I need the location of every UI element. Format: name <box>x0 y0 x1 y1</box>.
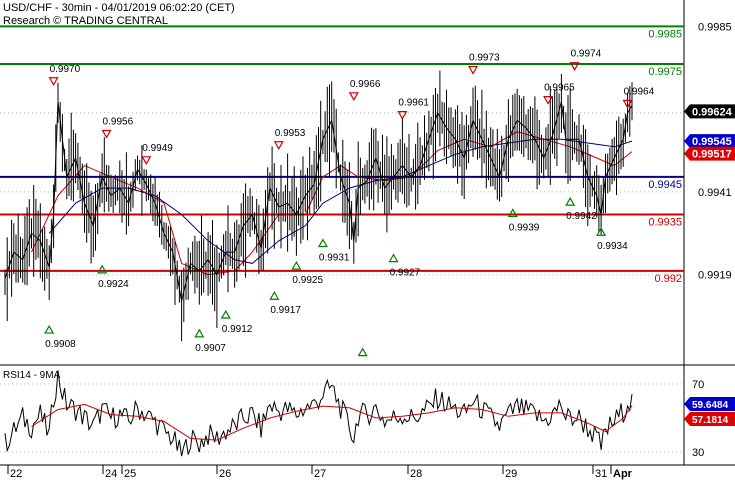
low-marker <box>44 324 55 334</box>
rsi-ma-line <box>31 403 633 441</box>
low-marker <box>291 260 302 270</box>
rsi-tag-bg <box>684 397 735 411</box>
low-marker <box>317 238 328 248</box>
level-label: 0.9985 <box>648 28 682 40</box>
high-label: 0.9949 <box>142 143 173 154</box>
level-label: 0.9935 <box>648 216 682 228</box>
price-tag-label: 0.99517 <box>692 149 732 161</box>
chart-source: Research © TRADING CENTRAL <box>3 15 168 27</box>
xaxis-layer: 22 24 25 26 27 28 29 31 Apr <box>7 465 633 480</box>
low-marker <box>596 227 607 236</box>
low-label: 0.9931 <box>319 253 350 264</box>
high-label: 0.9966 <box>350 79 381 90</box>
rsi-tag-bg <box>684 412 735 426</box>
price-axis-label: 0.9919 <box>698 270 732 282</box>
price-axis-label: 0.9985 <box>698 21 732 33</box>
x-tick-label: 22 <box>10 468 22 480</box>
low-label: 0.9917 <box>270 305 301 316</box>
high-label: 0.9973 <box>469 52 500 63</box>
high-label: 0.9965 <box>544 83 575 94</box>
level-label: 0.992 <box>654 273 682 285</box>
price-layer <box>4 70 633 342</box>
level-label: 0.9975 <box>648 66 682 78</box>
x-tick-label: 24 <box>105 468 117 480</box>
low-label: 0.9927 <box>390 268 421 279</box>
x-tick-label: 31 <box>595 468 607 480</box>
x-tick-label: Apr <box>613 468 633 480</box>
high-label: 0.9953 <box>275 128 306 139</box>
low-label: 0.9934 <box>597 241 628 252</box>
low-label: 0.9942 <box>566 211 597 222</box>
price-tag-bg <box>684 104 735 119</box>
price-tag-label: 0.99545 <box>692 136 732 148</box>
high-marker <box>48 77 59 86</box>
x-tick-label: 29 <box>505 468 517 480</box>
level-label: 0.9945 <box>648 179 682 191</box>
high-label: 0.9970 <box>50 64 81 75</box>
low-marker <box>388 253 399 263</box>
rsi-tag-label: 57.1814 <box>692 415 729 426</box>
high-label: 0.9961 <box>398 98 429 109</box>
rsi-layer: 70 30 59.6484 57.1814 <box>4 370 735 459</box>
markers-layer: 0.9908 0.9924 0.9907 0.9912 0.9917 0.9925 0.99… <box>44 49 655 357</box>
high-marker <box>569 62 580 71</box>
high-marker <box>543 95 554 105</box>
price-axis-label: 0.9941 <box>698 187 732 199</box>
low-marker <box>357 347 368 357</box>
low-marker <box>269 291 280 300</box>
rsi-axis-label: 30 <box>692 447 704 459</box>
low-label: 0.9924 <box>98 279 129 290</box>
low-marker <box>565 196 576 206</box>
high-marker <box>622 99 633 109</box>
x-tick-label: 26 <box>219 468 231 480</box>
levels-layer: 0.9985 0.9975 0.9945 0.9935 0.992 <box>0 25 684 285</box>
price-tag-bg <box>684 134 735 149</box>
chart-title: USD/CHF - 30min - 04/01/2019 06:02:20 (C… <box>3 2 235 14</box>
rsi-tag-label: 59.6484 <box>692 400 729 411</box>
rsi-line <box>4 370 633 457</box>
high-label: 0.9974 <box>571 49 602 60</box>
high-marker <box>348 92 359 102</box>
low-label: 0.9907 <box>195 343 226 354</box>
high-marker <box>468 65 479 75</box>
low-label: 0.9925 <box>292 275 323 286</box>
price-tag-bg <box>684 146 735 161</box>
low-marker <box>220 309 231 319</box>
low-label: 0.9939 <box>509 222 540 233</box>
high-marker <box>141 156 152 166</box>
high-marker <box>101 129 112 139</box>
x-tick-label: 25 <box>124 468 136 480</box>
low-label: 0.9908 <box>45 339 76 350</box>
x-tick-label: 27 <box>314 468 326 480</box>
low-marker <box>507 208 518 218</box>
low-marker <box>97 264 108 274</box>
high-marker <box>273 141 284 150</box>
high-marker <box>397 111 408 120</box>
rsi-title: RSI14 - 9MA <box>3 370 61 381</box>
high-label: 0.9956 <box>103 116 134 127</box>
low-marker <box>194 328 205 338</box>
x-tick-label: 28 <box>410 468 422 480</box>
high-label: 0.9964 <box>624 86 655 97</box>
rsi-axis-label: 70 <box>692 379 704 391</box>
low-label: 0.9912 <box>222 324 253 335</box>
price-line <box>4 101 633 302</box>
price-tag-label: 0.99624 <box>692 106 733 118</box>
